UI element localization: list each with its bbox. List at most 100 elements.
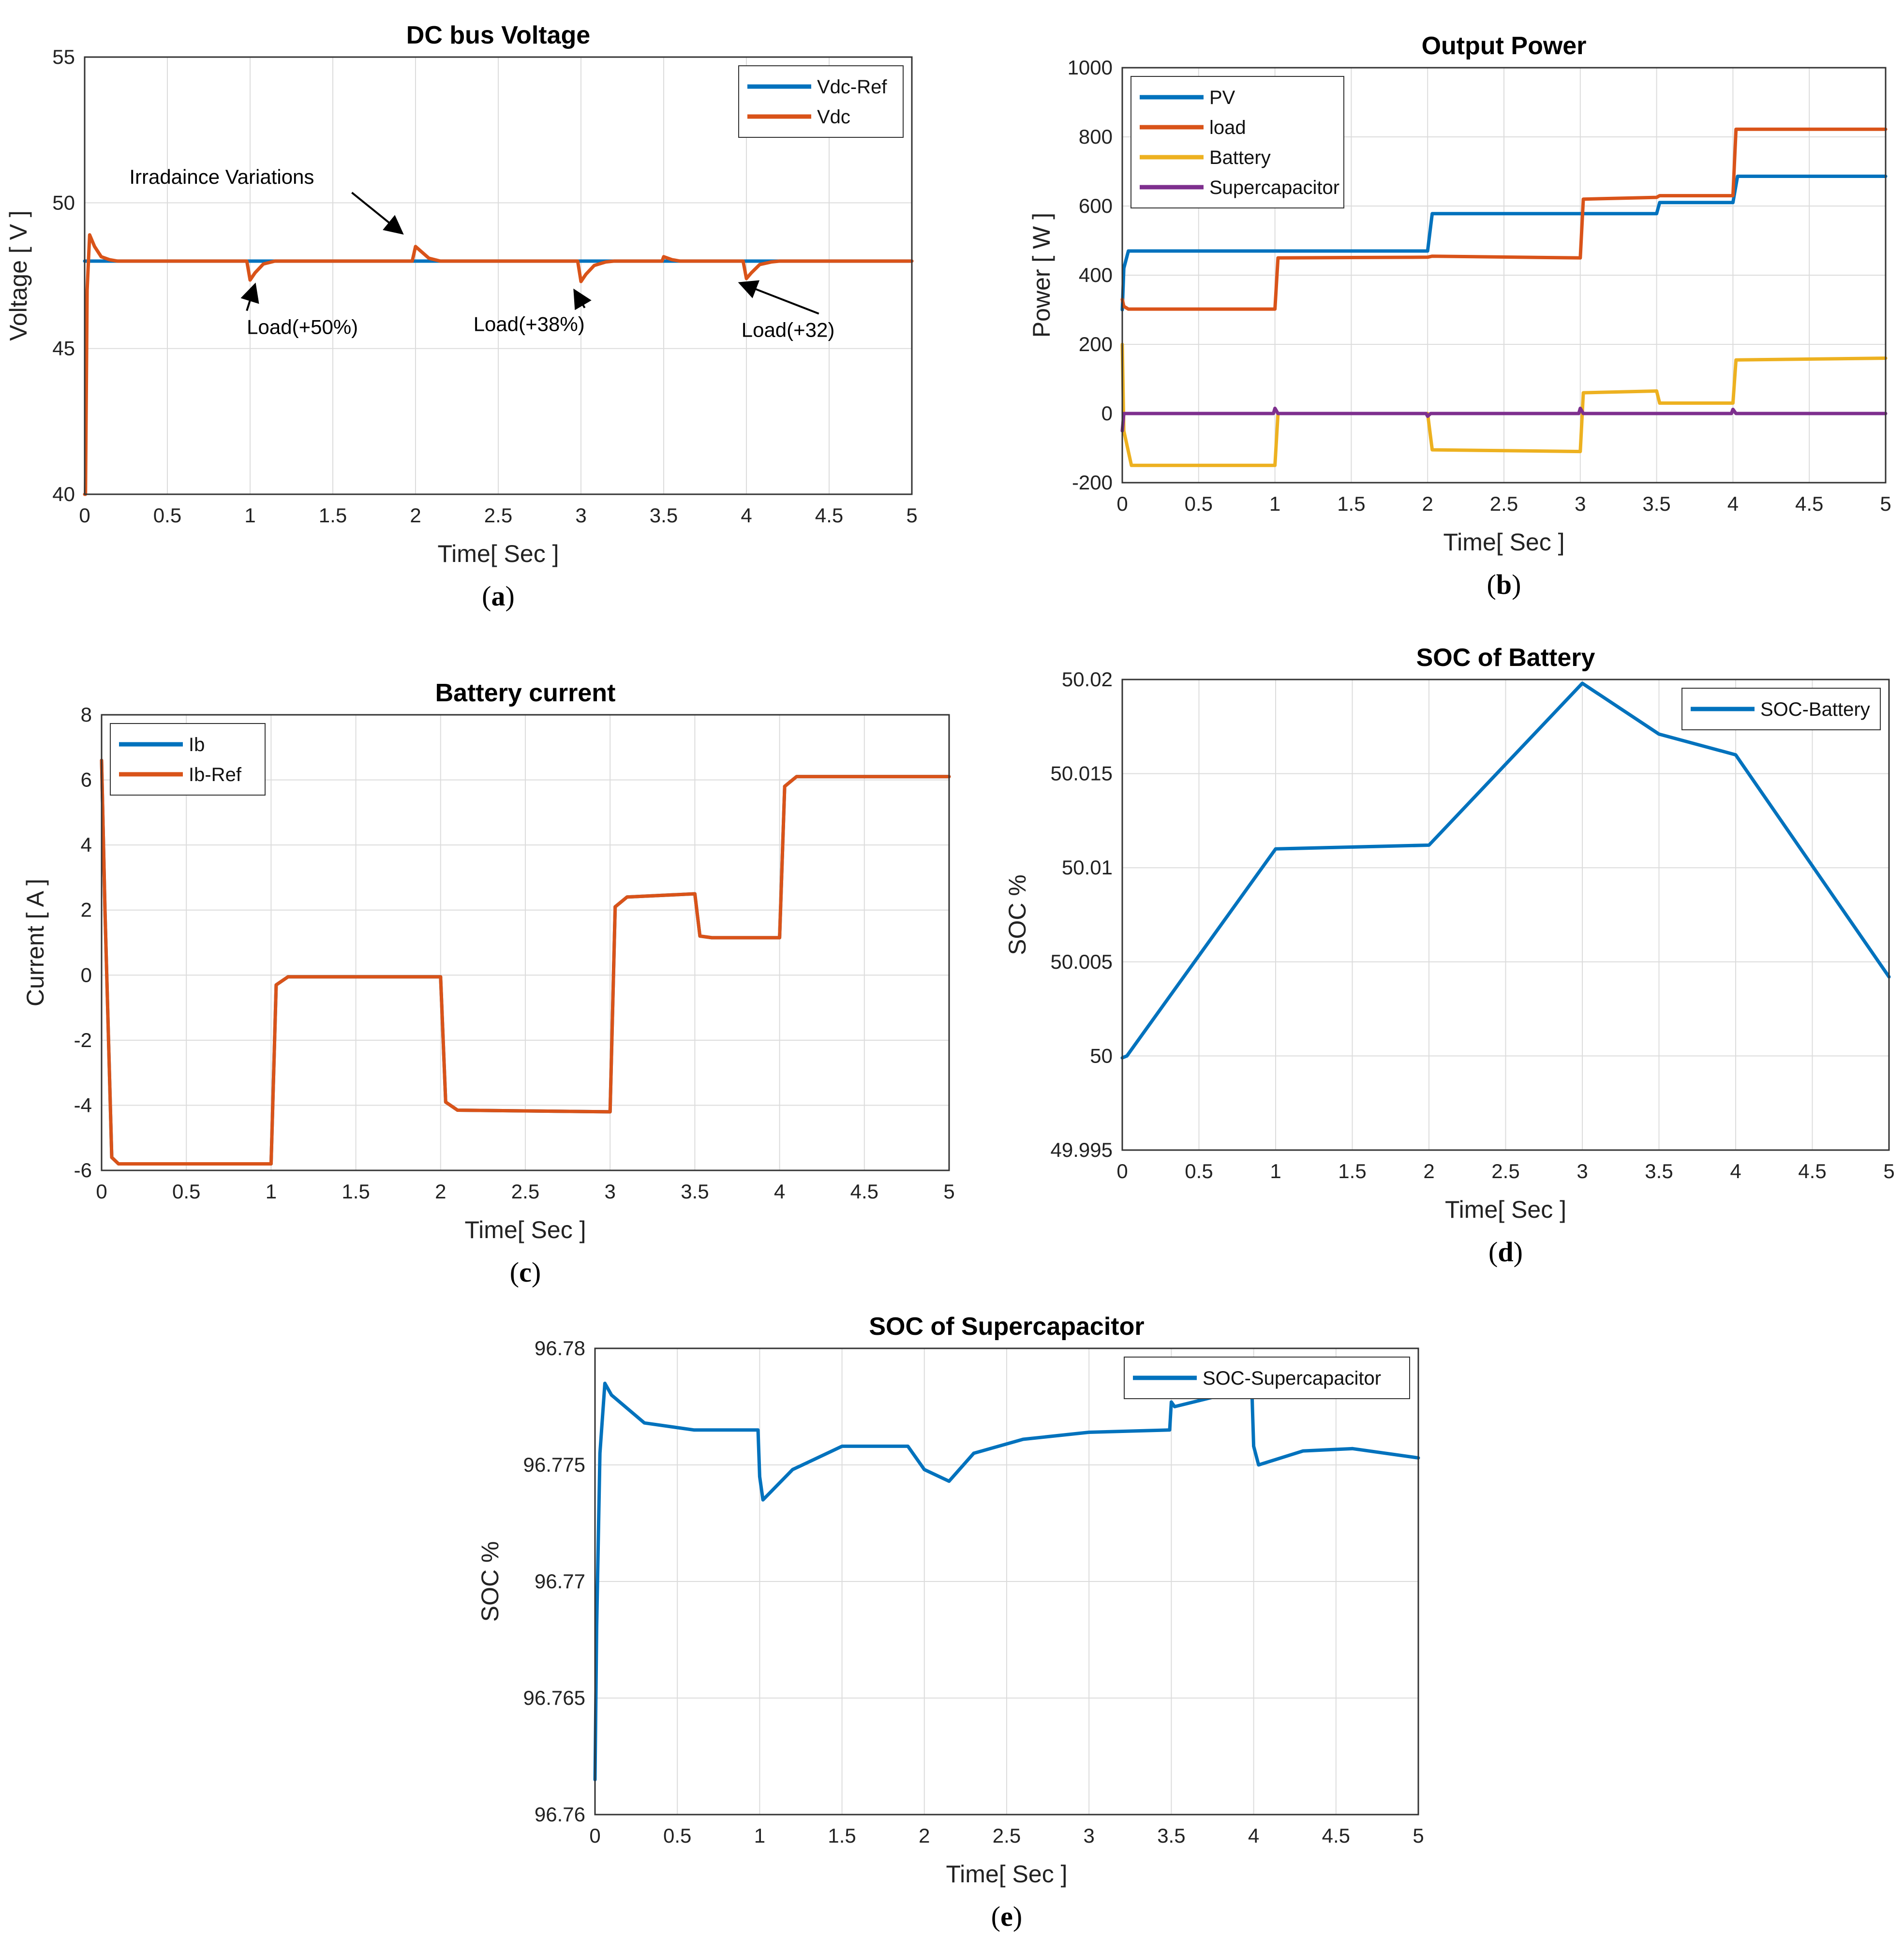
x-tick-label: 5 bbox=[1883, 1160, 1894, 1182]
x-tick-label: 1 bbox=[1270, 1160, 1281, 1182]
chart-b: 0 0.5 1 1.5 2 2.5 3 3.5 4 4.5 5-200020040060080010… bbox=[1028, 32, 1891, 600]
annotation-arrow bbox=[573, 288, 592, 310]
annotation-text: Load(+38%) bbox=[474, 313, 585, 336]
x-tick-label: 4.5 bbox=[1322, 1824, 1350, 1847]
x-tick-label: 3 bbox=[1577, 1160, 1588, 1182]
subfigure-caption: (e) bbox=[991, 1901, 1022, 1932]
y-tick-label: 800 bbox=[1079, 125, 1113, 148]
x-tick-label: 1.5 bbox=[342, 1180, 370, 1203]
x-tick-label: 4 bbox=[774, 1180, 785, 1203]
x-tick-label: 3.5 bbox=[650, 504, 678, 527]
x-tick-label: 4.5 bbox=[850, 1180, 878, 1203]
y-tick-label: -200 bbox=[1072, 471, 1113, 494]
y-tick-label: -2 bbox=[74, 1029, 92, 1051]
x-tick-label: 0 bbox=[1116, 1160, 1128, 1182]
x-tick-label: 3.5 bbox=[1645, 1160, 1673, 1182]
y-tick-label: 0 bbox=[81, 963, 92, 986]
subfigure-caption: (b) bbox=[1487, 569, 1521, 600]
y-tick-label: 50 bbox=[1090, 1044, 1113, 1067]
x-tick-label: 5 bbox=[943, 1180, 954, 1203]
chart-a: 0 0.5 1 1.5 2 2.5 3 3.5 4 4.5 5 40 45 50 55 DC bus Volt… bbox=[5, 21, 918, 612]
series-line-pv bbox=[1120, 175, 1888, 311]
chart-d: 0 0.5 1 1.5 2 2.5 3 3.5 4 4.5 5 49.995 50 50.005 50.01… bbox=[1004, 644, 1895, 1268]
x-tick-label: 0.5 bbox=[663, 1824, 691, 1847]
y-tick-label: 55 bbox=[52, 45, 75, 68]
y-tick-label: 96.77 bbox=[535, 1570, 585, 1593]
x-tick-label: 2.5 bbox=[1490, 492, 1518, 515]
plot-border bbox=[1121, 679, 1890, 1151]
legend: SOC-Battery bbox=[1681, 688, 1881, 730]
y-tick-label: 2 bbox=[81, 899, 92, 921]
annotation-text: Irradaince Variations bbox=[129, 165, 314, 188]
legend-label: Vdc bbox=[817, 106, 850, 128]
x-tick-label: 4 bbox=[741, 504, 752, 527]
x-axis-label: Time[ Sec ] bbox=[438, 540, 559, 567]
y-tick-label: -4 bbox=[74, 1093, 92, 1116]
chart-title: SOC of Battery bbox=[1416, 644, 1595, 672]
y-tick-label: 400 bbox=[1079, 264, 1113, 286]
x-tick-label: 1.5 bbox=[1337, 492, 1365, 515]
y-tick-label: 50.02 bbox=[1062, 668, 1113, 691]
y-tick-label: 0 bbox=[1101, 402, 1113, 425]
y-tick-label: 200 bbox=[1079, 333, 1113, 355]
x-tick-label: 3 bbox=[1084, 1824, 1095, 1847]
x-tick-label: 2.5 bbox=[484, 504, 512, 527]
x-tick-label: 3.5 bbox=[1157, 1824, 1185, 1847]
x-tick-label: 4 bbox=[1248, 1824, 1259, 1847]
plot-border bbox=[594, 1347, 1419, 1816]
legend-label: load bbox=[1209, 117, 1246, 138]
x-tick-label: 2 bbox=[1422, 492, 1433, 515]
y-tick-label: 6 bbox=[81, 768, 92, 791]
x-tick-label: 3 bbox=[575, 504, 586, 527]
x-tick-label: 1.5 bbox=[828, 1824, 856, 1847]
x-tick-label: 0 bbox=[589, 1824, 600, 1847]
legend-label: SOC-Battery bbox=[1760, 699, 1870, 720]
x-tick-label: 1 bbox=[1269, 492, 1280, 515]
y-tick-label: 96.765 bbox=[523, 1686, 585, 1709]
chart-title: DC bus Voltage bbox=[406, 21, 590, 49]
x-tick-label: 2 bbox=[435, 1180, 446, 1203]
x-axis-label: Time[ Sec ] bbox=[1445, 1196, 1566, 1223]
x-tick-label: 2 bbox=[919, 1824, 930, 1847]
x-axis-label: Time[ Sec ] bbox=[1443, 529, 1565, 556]
x-tick-label: 0 bbox=[96, 1180, 107, 1203]
chart-title: Output Power bbox=[1422, 32, 1587, 60]
y-tick-label: 4 bbox=[81, 833, 92, 856]
legend-label: Battery bbox=[1209, 147, 1271, 168]
annotation-text: Load(+50%) bbox=[247, 316, 358, 339]
x-tick-label: 5 bbox=[1880, 492, 1891, 515]
x-tick-label: 3.5 bbox=[681, 1180, 709, 1203]
x-tick-label: 0 bbox=[1116, 492, 1128, 515]
x-tick-label: 0.5 bbox=[1185, 492, 1213, 515]
plot-border bbox=[101, 714, 950, 1171]
series-line-load bbox=[1120, 127, 1888, 311]
legend-label: Vdc-Ref bbox=[817, 76, 887, 98]
y-tick-label: 8 bbox=[81, 703, 92, 726]
y-tick-label: 45 bbox=[52, 337, 75, 360]
legend-label: SOC-Supercapacitor bbox=[1203, 1368, 1381, 1389]
series-line-soc-battery bbox=[1120, 681, 1891, 1060]
legend: Ib Ib-Ref bbox=[110, 723, 266, 796]
subfigure-caption: (a) bbox=[482, 580, 515, 612]
x-tick-label: 4 bbox=[1727, 492, 1739, 515]
x-tick-label: 0.5 bbox=[172, 1180, 200, 1203]
legend: SOC-Supercapacitor bbox=[1124, 1357, 1410, 1399]
legend: Vdc-Ref Vdc bbox=[738, 65, 904, 138]
x-tick-label: 0.5 bbox=[153, 504, 181, 527]
y-axis-label: Power [ W ] bbox=[1028, 213, 1055, 338]
y-tick-label: 50.01 bbox=[1062, 856, 1113, 879]
y-tick-label: 1000 bbox=[1068, 56, 1113, 79]
plot-border bbox=[1121, 67, 1887, 484]
y-axis-label: Current [ A ] bbox=[22, 879, 49, 1006]
x-tick-label: 0 bbox=[79, 504, 90, 527]
legend-box bbox=[738, 65, 904, 138]
annotation-text: Load(+32) bbox=[742, 319, 835, 341]
x-tick-label: 4 bbox=[1730, 1160, 1741, 1182]
annotation-arrow bbox=[240, 282, 259, 311]
y-tick-label: 50.005 bbox=[1051, 950, 1113, 973]
y-tick-label: 600 bbox=[1079, 194, 1113, 217]
legend-box bbox=[110, 723, 266, 796]
y-tick-label: -6 bbox=[74, 1159, 92, 1182]
chart-c: 0 0.5 1 1.5 2 2.5 3 3.5 4 4.5 5 -6 -4 -2 0 2 4 6 8 Battery … bbox=[22, 679, 955, 1288]
x-tick-label: 4.5 bbox=[1798, 1160, 1826, 1182]
